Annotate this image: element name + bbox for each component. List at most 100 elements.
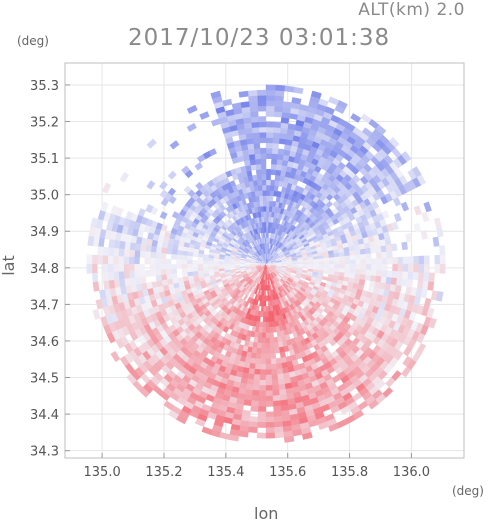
radar-gate [147, 180, 156, 189]
radar-gate [219, 259, 225, 262]
radar-gate [439, 245, 445, 255]
radar-gate [275, 85, 285, 91]
radar-gate [340, 264, 345, 268]
radar-gate [293, 87, 303, 94]
radar-gate [262, 343, 266, 348]
radar-gate [248, 90, 257, 96]
radar-gate [103, 264, 109, 273]
radar-gate [198, 257, 204, 261]
radar-gate [129, 264, 134, 271]
radar-gate [313, 267, 318, 270]
radar-gate [92, 264, 98, 273]
radar-gate [314, 264, 319, 267]
radar-gate [334, 268, 340, 272]
radar-gate [366, 259, 371, 265]
radar-gate [376, 270, 382, 276]
radar-gate [266, 185, 270, 190]
radar-gate [270, 185, 274, 191]
radar-gate [247, 144, 254, 150]
radar-gate [266, 343, 271, 348]
radar-gate [387, 251, 393, 258]
radar-gate [166, 249, 172, 255]
radar-gate [150, 264, 155, 270]
radar-gate [266, 354, 271, 359]
radar-gate [335, 260, 340, 264]
radar-gate [382, 270, 388, 277]
radar-gate [250, 358, 256, 364]
radar-gate [172, 249, 178, 255]
radar-gate [258, 412, 266, 418]
radar-gate [263, 317, 266, 322]
radar-gate [274, 106, 283, 112]
radar-gate [387, 258, 393, 265]
radar-gate [248, 96, 257, 102]
radar-gate [258, 338, 262, 344]
radar-gate [308, 264, 313, 266]
radar-gate [324, 264, 329, 267]
y-tick-label: 34.5 [30, 372, 59, 387]
y-tick-label: 35.2 [30, 116, 59, 131]
radar-gate [345, 264, 350, 268]
radar-gate [266, 196, 270, 201]
radar-gate [156, 247, 162, 253]
radar-gate [271, 264, 276, 265]
y-ticks: 34.334.434.534.634.734.834.935.035.135.2… [30, 79, 70, 460]
radar-gate [252, 132, 259, 138]
radar-gate [155, 253, 161, 259]
radar-gate [284, 436, 294, 443]
radar-gate [361, 254, 367, 260]
radar-gate [274, 101, 283, 107]
radar-gate [156, 275, 162, 281]
radar-gate [278, 149, 285, 155]
radar-gate [393, 257, 399, 264]
radar-gate [274, 180, 279, 186]
radar-gate [419, 264, 424, 272]
radar-gate [103, 281, 109, 290]
radar-gate [113, 272, 119, 280]
radar-gate [277, 264, 282, 265]
radar-gate [259, 132, 266, 138]
radar-gate [271, 169, 276, 175]
radar-gate [436, 227, 443, 237]
radar-gate [414, 206, 422, 216]
radar-gate [193, 253, 199, 257]
radar-gate [97, 255, 103, 264]
radar-gate [195, 162, 203, 170]
radar-gate [356, 259, 361, 264]
radar-gate [398, 264, 403, 271]
radar-gate [371, 258, 376, 264]
radar-gate [208, 258, 214, 261]
radar-gate [376, 246, 382, 253]
radar-gate [366, 264, 371, 270]
radar-gate [266, 349, 271, 354]
radar-gate [283, 102, 292, 108]
x-tick-label: 135.6 [269, 465, 306, 480]
radar-gate [271, 353, 276, 359]
radar-gate [239, 431, 249, 437]
radar-gate [350, 269, 356, 274]
radar-gate [182, 255, 188, 260]
radar-gate [111, 351, 120, 362]
radar-gate [262, 190, 266, 195]
radar-gate [266, 175, 271, 180]
x-tick-label: 135.4 [207, 465, 244, 480]
radar-gate [391, 244, 397, 251]
radar-gate [288, 124, 296, 131]
radar-gate [260, 375, 266, 380]
radar-gate [355, 274, 361, 280]
radar-gate [261, 175, 266, 180]
radar-gate [322, 276, 328, 280]
radar-gate [266, 412, 274, 418]
radar-gate [272, 380, 279, 386]
radar-gate [261, 159, 267, 164]
radar-gate [274, 411, 282, 417]
radar-gate [259, 322, 263, 328]
radar-gate [150, 270, 156, 276]
radar-gate [171, 264, 176, 269]
radar-gate [275, 432, 284, 438]
radar-gate [266, 359, 271, 364]
radar-gate [355, 254, 361, 259]
radar-gate [256, 353, 261, 359]
radar-gate [257, 433, 266, 439]
radar-gate [187, 260, 192, 264]
